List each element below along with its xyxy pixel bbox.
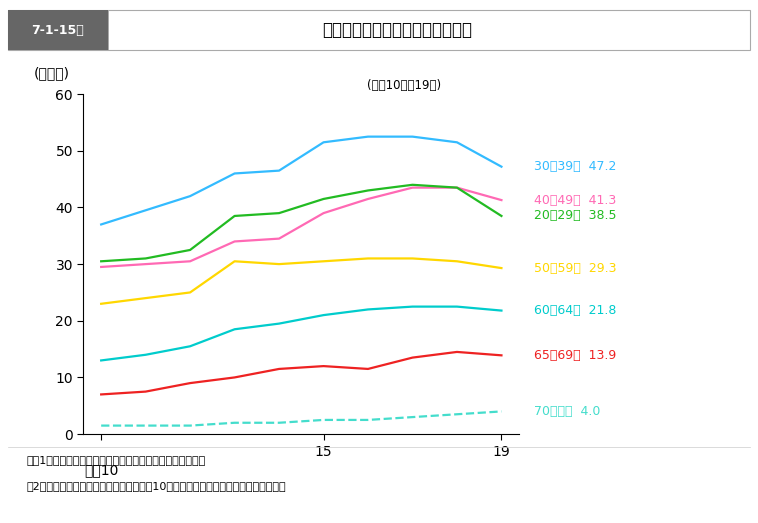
Text: 2　「人口比」とは，当該年齢層人口１10万人当たりの新受刑者数の比率をいう。: 2 「人口比」とは，当該年齢層人口１10万人当たりの新受刑者数の比率をいう。 [27, 481, 287, 491]
Text: 40～49歳  41.3: 40～49歳 41.3 [534, 194, 617, 207]
Text: 新受刑者の年齢層別人口比の推移: 新受刑者の年齢層別人口比の推移 [322, 21, 472, 39]
Text: 50～59歳  29.3: 50～59歳 29.3 [534, 262, 617, 275]
Text: 30～39歳  47.2: 30～39歳 47.2 [534, 160, 617, 173]
Text: (平成10年～19年): (平成10年～19年) [367, 79, 441, 92]
Bar [8, 10, 108, 50]
Text: 60～64歳  21.8: 60～64歳 21.8 [534, 304, 617, 317]
Text: (人口比): (人口比) [33, 66, 69, 81]
Text: 20～29歳  38.5: 20～29歳 38.5 [534, 209, 617, 222]
Text: 注、1　矯正統計年報及び総務省統計局の人口資料による。: 注、1 矯正統計年報及び総務省統計局の人口資料による。 [27, 455, 205, 465]
Text: 平成10: 平成10 [84, 463, 118, 477]
Text: 7-1-15図: 7-1-15図 [31, 24, 84, 37]
Text: 70歳以上  4.0: 70歳以上 4.0 [534, 405, 601, 418]
Text: 65～69歳  13.9: 65～69歳 13.9 [534, 349, 617, 362]
